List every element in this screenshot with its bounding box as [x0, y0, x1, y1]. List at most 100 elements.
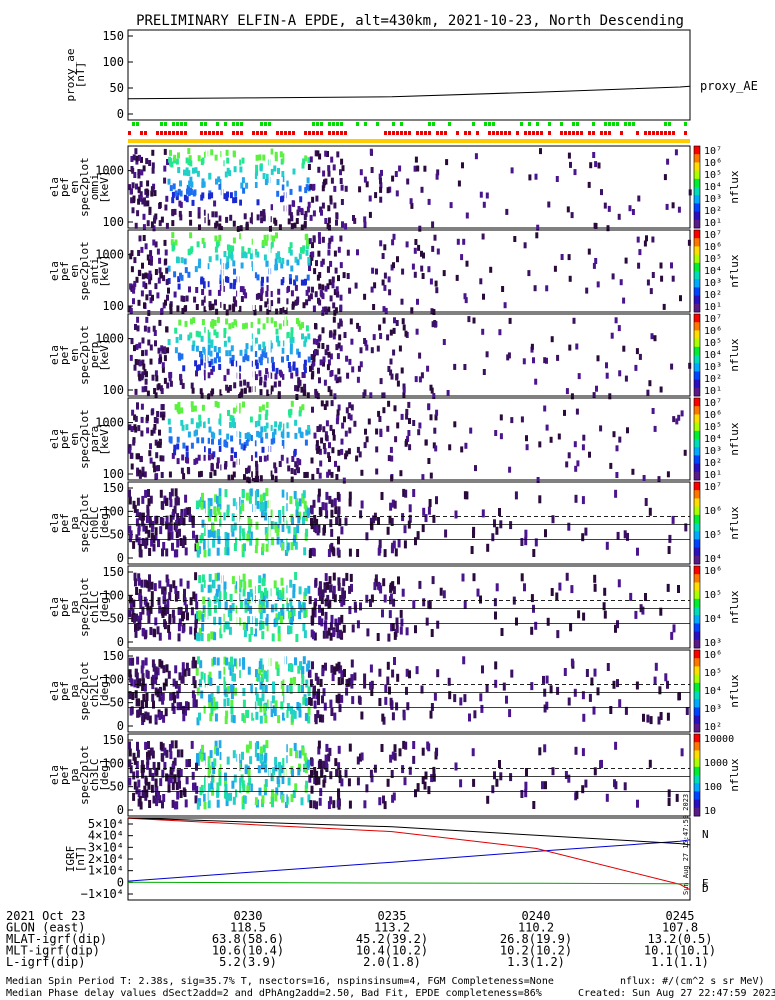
spectrogram-pixel	[270, 438, 274, 445]
spectrogram-pixel	[356, 756, 360, 765]
spectrogram-pixel	[131, 657, 135, 666]
spectrogram-pixel	[606, 225, 610, 232]
flag-red	[240, 131, 243, 135]
spectrogram-pixel	[299, 431, 303, 438]
spectrogram-pixel	[317, 232, 321, 239]
colorbar-segment	[694, 422, 700, 426]
spectrogram-pixel	[132, 792, 136, 801]
spectrogram-pixel	[293, 742, 297, 751]
spectrogram-pixel	[179, 790, 183, 798]
spectrogram-pixel	[293, 534, 297, 543]
spectrogram-pixel	[407, 401, 411, 408]
spectrogram-pixel	[235, 789, 238, 798]
spectrogram-pixel	[563, 668, 567, 676]
spectrogram-pixel	[638, 249, 642, 256]
spectrogram-pixel	[132, 599, 136, 608]
spectrogram-pixel	[179, 180, 182, 187]
spectrogram-pixel	[274, 467, 278, 474]
spectrogram-pixel	[185, 662, 189, 671]
spectrogram-pixel	[592, 706, 596, 715]
spectrogram-pixel	[298, 427, 302, 434]
spectrogram-pixel	[143, 471, 147, 478]
spectrogram-pixel	[152, 663, 156, 672]
spectrogram-pixel	[171, 220, 175, 227]
spectrogram-pixel	[144, 349, 148, 356]
spectrogram-pixel	[262, 341, 266, 348]
spectrogram-pixel	[465, 212, 469, 219]
spectrogram-pixel	[319, 508, 323, 517]
spectrogram-pixel	[311, 242, 314, 249]
spectrogram-pixel	[432, 766, 436, 775]
spectrogram-pixel	[255, 521, 259, 530]
colorbar-tick: 10⁶	[704, 410, 722, 421]
spectrogram-pixel	[172, 615, 176, 624]
flag-green	[432, 122, 435, 126]
spectrogram-pixel	[289, 278, 292, 285]
spectrogram-pixel	[467, 316, 471, 323]
spectrogram-pixel	[213, 632, 217, 641]
spectrogram-pixel	[295, 634, 299, 642]
spectrogram-pixel	[185, 451, 189, 458]
spectrogram-pixel	[567, 152, 571, 159]
spectrogram-pixel	[317, 342, 321, 349]
spectrogram-pixel	[350, 338, 354, 345]
spectrogram-pixel	[150, 221, 154, 228]
spectrogram-pixel	[609, 706, 613, 714]
spectrogram-pixel	[679, 295, 682, 302]
spectrogram-pixel	[269, 291, 273, 297]
spectrogram-pixel	[211, 761, 215, 770]
spectrogram-pixel	[238, 506, 242, 514]
spectrogram-pixel	[508, 317, 512, 324]
spectrogram-pixel	[290, 714, 294, 723]
spectrogram-pixel	[159, 778, 163, 787]
spectrogram-pixel	[150, 190, 154, 197]
spectrogram-pixel	[293, 448, 297, 455]
spectrogram-pixel	[482, 201, 486, 208]
spectrogram-pixel	[317, 740, 321, 749]
spectrogram-pixel	[216, 457, 220, 464]
spectrogram-pixel	[282, 590, 286, 599]
spectrogram-pixel	[211, 388, 215, 395]
spectrogram-pixel	[179, 538, 183, 546]
spectrogram-pixel	[231, 780, 235, 789]
spectrogram-pixel	[211, 658, 215, 667]
spectrogram-pixel	[410, 307, 414, 314]
spectrogram-pixel	[436, 620, 440, 629]
spectrogram-pixel	[348, 287, 352, 294]
spectrogram-pixel	[378, 324, 382, 331]
ylabel-line: [deg]	[98, 506, 111, 539]
spectrogram-pixel	[223, 591, 227, 600]
xaxis-value: 118.5	[230, 921, 266, 935]
spectrogram-pixel	[185, 507, 189, 516]
spectrogram-pixel	[135, 534, 139, 543]
spectrogram-pixel	[263, 346, 267, 353]
colorbar-segment	[694, 443, 700, 446]
spectrogram-pixel	[408, 504, 412, 513]
spectrogram-pixel	[248, 633, 252, 642]
colorbar-tick: 10⁷	[704, 482, 722, 493]
spectrogram-pixel	[398, 748, 402, 757]
colorbar-segment	[694, 809, 700, 813]
colorbar-segment	[694, 772, 700, 776]
spectrogram-pixel	[614, 317, 618, 324]
spectrogram-pixel	[324, 285, 328, 292]
spectrogram-pixel	[186, 580, 190, 589]
panel-frame	[127, 397, 691, 481]
spectrogram-pixel	[294, 385, 298, 392]
spectrogram-pixel	[263, 587, 267, 596]
spectrogram-pixel	[538, 747, 542, 756]
flag-red	[384, 131, 387, 135]
spectrogram-pixel	[304, 588, 308, 597]
spectrogram-pixel	[250, 321, 254, 328]
spectrogram-pixel	[128, 669, 132, 678]
spectrogram-pixel	[198, 258, 202, 265]
flag-red	[436, 131, 439, 135]
spectrogram-pixel	[289, 496, 293, 505]
colorbar-segment	[694, 363, 700, 366]
colorbar-tick: 10⁷	[704, 230, 722, 241]
colorbar-frame	[693, 229, 701, 313]
spectrogram-pixel	[271, 799, 274, 808]
spectrogram-pixel	[282, 604, 285, 612]
spectrogram-pixel	[261, 502, 265, 511]
flag-red	[516, 131, 519, 135]
